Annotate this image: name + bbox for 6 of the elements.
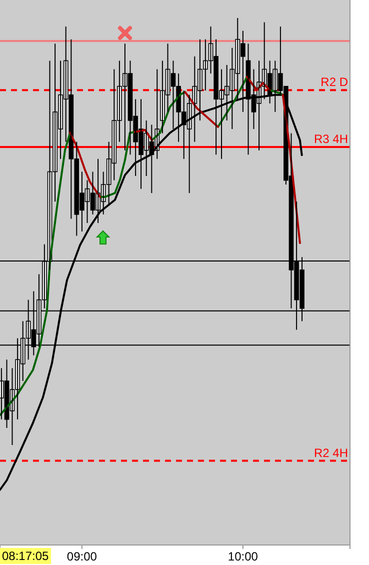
ref-line-label: R2 4H bbox=[314, 446, 348, 460]
text: 08:17:05 bbox=[2, 549, 50, 563]
x-tick-label: 09:00 bbox=[66, 550, 98, 564]
ref-line-label: R2 D bbox=[320, 75, 348, 90]
x-tick-label: 10:00 bbox=[228, 550, 258, 564]
ref-line-label: R3 4H bbox=[314, 132, 348, 146]
